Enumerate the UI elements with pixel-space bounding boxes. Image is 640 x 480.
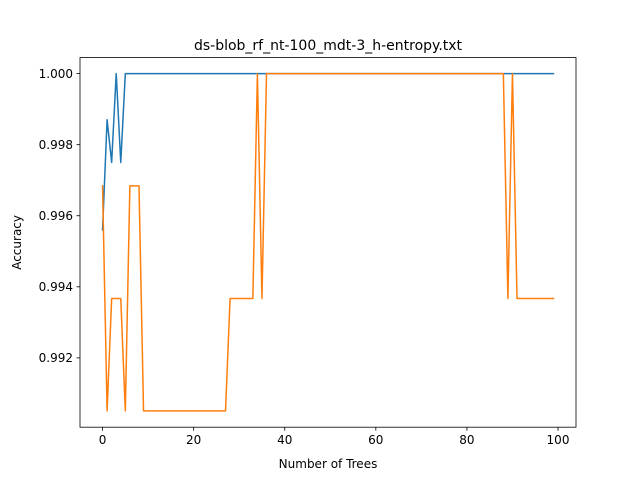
plot-area <box>101 72 555 412</box>
series-line-1 <box>101 72 555 231</box>
x-tick-label: 60 <box>368 433 383 447</box>
x-tick-label: 100 <box>547 433 570 447</box>
x-tick-label: 80 <box>459 433 474 447</box>
x-tick-label: 40 <box>277 433 292 447</box>
y-tick-label: 0.996 <box>39 209 73 223</box>
x-tick-label: 0 <box>99 433 107 447</box>
x-axis: 0 20 40 60 80 100 <box>99 427 570 447</box>
x-axis-label: Number of Trees <box>279 457 378 471</box>
y-tick-label: 0.998 <box>39 138 73 152</box>
series-line-2 <box>101 72 555 412</box>
y-axis-label: Accuracy <box>10 215 24 270</box>
y-tick-label: 1.000 <box>39 67 73 81</box>
y-axis: 0.992 0.994 0.996 0.998 1.000 <box>39 67 80 365</box>
y-tick-label: 0.994 <box>39 280 73 294</box>
chart-title: ds-blob_rf_nt-100_mdt-3_h-entropy.txt <box>194 38 463 54</box>
x-tick-label: 20 <box>186 433 201 447</box>
axes-frame <box>79 57 577 428</box>
y-tick-label: 0.992 <box>39 351 73 365</box>
